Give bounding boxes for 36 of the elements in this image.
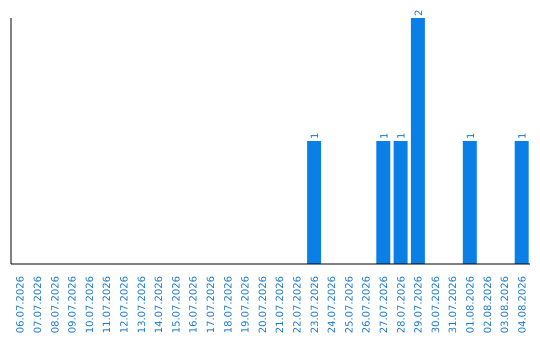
data-label: 2 [414,10,425,16]
x-tick-label: 06.07.2026 [16,276,27,334]
x-tick-label: 24.07.2026 [327,276,338,334]
x-tick-label: 27.07.2026 [378,276,390,334]
x-tick-label: 19.07.2026 [240,276,252,334]
x-tick-label: 20.07.2026 [258,276,269,334]
x-tick-label: 30.07.2026 [430,276,442,334]
x-tick-label: 26.07.2026 [362,276,373,334]
x-tick-label: 08.07.2026 [50,276,62,334]
x-tick-label: 17.07.2026 [206,276,217,334]
data-label: 1 [466,132,477,139]
x-tick-label: 21.07.2026 [275,276,286,334]
x-tick-label: 12.07.2026 [119,276,130,334]
x-tick-label: 04.08.2026 [517,276,528,334]
x-tick-label: 11.07.2026 [102,276,114,334]
data-label: 1 [310,132,322,139]
x-tick-label: 14.07.2026 [154,276,166,334]
x-tick-label: 03.08.2026 [500,276,512,334]
x-tick-label: 23.07.2026 [310,276,321,334]
data-label: 1 [379,132,390,139]
x-tick-label: 01.08.2026 [465,276,476,334]
x-tick-label: 31.07.2026 [448,276,460,334]
x-tick-label: 09.07.2026 [68,276,79,334]
x-tick-label: 02.08.2026 [482,276,494,334]
x-tick-label: 28.07.2026 [396,276,408,334]
x-tick-label: 25.07.2026 [344,276,356,334]
x-tick-label: 18.07.2026 [223,276,234,334]
data-label: 1 [518,132,529,139]
x-tick-label: 29.07.2026 [414,276,425,334]
x-tick-label: 15.07.2026 [171,276,182,334]
x-tick-label: 07.07.2026 [32,276,44,334]
x-tick-label: 22.07.2026 [292,276,304,334]
data-label: 1 [396,132,408,139]
x-tick-label: 13.07.2026 [136,276,148,334]
x-tick-label: 16.07.2026 [188,276,200,334]
x-tick-label: 10.07.2026 [84,276,96,334]
